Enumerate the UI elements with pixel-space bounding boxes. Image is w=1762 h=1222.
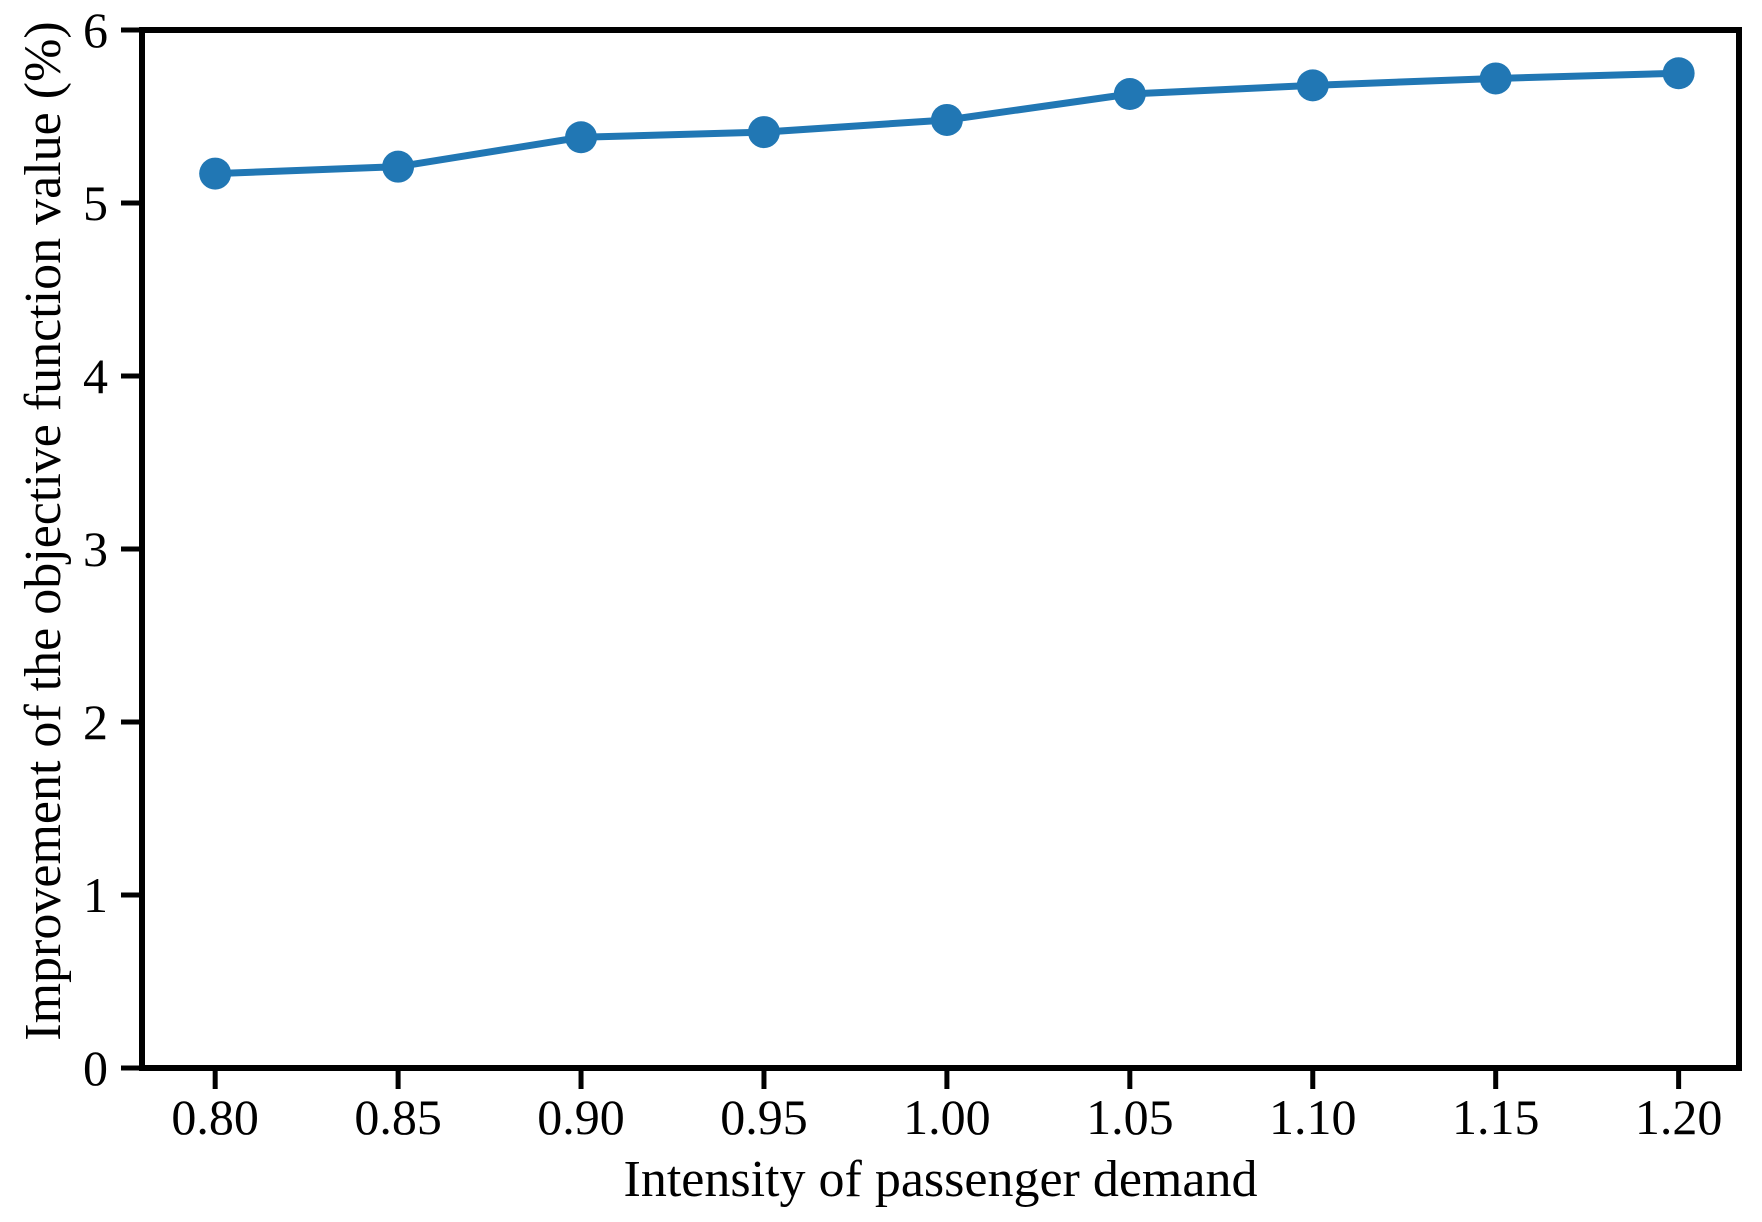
data-point-marker	[1662, 57, 1695, 90]
x-tick-label: 1.20	[1635, 1089, 1723, 1145]
data-point-marker	[1113, 78, 1146, 111]
y-tick-label: 0	[83, 1040, 108, 1096]
data-point-marker	[199, 157, 232, 190]
y-tick-label: 2	[83, 694, 108, 750]
y-tick-label: 3	[83, 521, 108, 577]
x-tick-label: 0.80	[171, 1089, 259, 1145]
data-point-marker	[565, 121, 598, 154]
data-point-marker	[747, 116, 780, 149]
y-tick-label: 1	[83, 867, 108, 923]
data-point-marker	[382, 150, 415, 183]
plot-frame	[139, 27, 1742, 1071]
data-point-marker	[1479, 62, 1512, 95]
x-tick-label: 1.15	[1452, 1089, 1540, 1145]
y-tick-label: 5	[83, 175, 108, 231]
x-tick-label: 1.05	[1086, 1089, 1174, 1145]
x-tick-label: 0.90	[537, 1089, 625, 1145]
x-axis-title: Intensity of passenger demand	[623, 1151, 1258, 1208]
y-tick-label: 6	[83, 2, 108, 58]
x-tick-label: 1.00	[903, 1089, 991, 1145]
x-tick-label: 0.85	[354, 1089, 442, 1145]
data-point-marker	[930, 103, 963, 136]
y-tick-label: 4	[83, 348, 108, 404]
x-tick-label: 0.95	[720, 1089, 808, 1145]
y-axis-title: Improvement of the objective function va…	[15, 21, 72, 1041]
data-point-marker	[1296, 69, 1329, 102]
x-tick-label: 1.10	[1269, 1089, 1357, 1145]
